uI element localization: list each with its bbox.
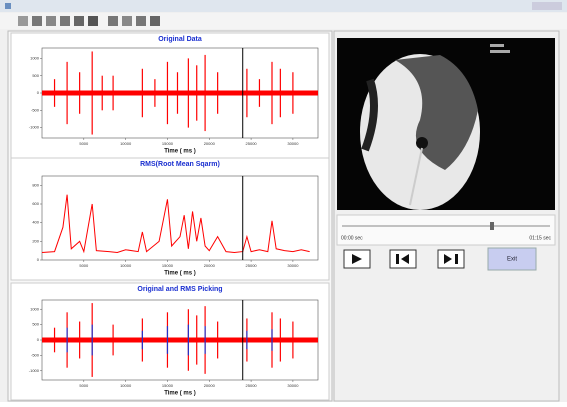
tool-button[interactable] <box>46 16 56 26</box>
page: {"charts": [ {"type": "spike", "title": … <box>0 0 567 402</box>
player-controls: 00:00 sec 01:15 sec Exit <box>337 215 555 270</box>
y-tick-label: 400 <box>32 220 39 225</box>
tool-button[interactable] <box>74 16 84 26</box>
x-axis-label: Time ( ms ) <box>164 271 196 277</box>
video-frame <box>337 38 555 210</box>
chart: Original and RMS Picking-1000-5000500100… <box>11 283 329 400</box>
toolbar-background <box>0 13 567 29</box>
app-icon <box>5 3 11 9</box>
x-tick-label: 10000 <box>120 263 132 268</box>
y-tick-label: 800 <box>32 182 39 187</box>
app-window: Original Data-1000-500050010005000100001… <box>0 0 567 402</box>
x-tick-label: 15000 <box>162 263 174 268</box>
y-tick-label: -1000 <box>29 125 40 130</box>
y-tick-label: 1000 <box>30 306 40 311</box>
tool-button[interactable] <box>122 16 132 26</box>
x-axis-label: Time ( ms ) <box>164 391 196 397</box>
y-tick-label: -500 <box>31 107 40 112</box>
x-tick-label: 5000 <box>79 383 89 388</box>
seek-thumb[interactable] <box>490 222 494 230</box>
x-tick-label: 25000 <box>246 141 258 146</box>
window-controls[interactable] <box>532 2 562 10</box>
plot-area <box>42 176 318 260</box>
toolbar <box>0 13 567 29</box>
x-tick-label: 30000 <box>287 383 299 388</box>
tool-button[interactable] <box>88 16 98 26</box>
start-time: 00:00 sec <box>341 235 363 241</box>
y-tick-label: 1000 <box>30 55 40 60</box>
end-time: 01:15 sec <box>529 235 551 241</box>
tool-button[interactable] <box>150 16 160 26</box>
x-tick-label: 20000 <box>204 383 216 388</box>
x-tick-label: 25000 <box>246 263 258 268</box>
x-tick-label: 25000 <box>246 383 258 388</box>
seek-area <box>337 215 555 245</box>
y-tick-label: 600 <box>32 201 39 206</box>
overlay-text <box>490 50 510 53</box>
chart-title: RMS(Root Mean Sqarm) <box>140 161 220 168</box>
xray-marker <box>416 137 428 149</box>
tool-button[interactable] <box>60 16 70 26</box>
x-tick-label: 10000 <box>120 383 132 388</box>
y-tick-label: 500 <box>32 73 39 78</box>
y-tick-label: 500 <box>32 322 39 327</box>
overlay-text <box>490 44 504 47</box>
exit-label: Exit <box>507 257 517 263</box>
x-tick-label: 5000 <box>79 263 89 268</box>
y-tick-label: 200 <box>32 238 39 243</box>
tool-button[interactable] <box>18 16 28 26</box>
x-tick-label: 10000 <box>120 141 132 146</box>
title-bar <box>0 0 567 12</box>
x-axis-label: Time ( ms ) <box>164 149 196 155</box>
y-tick-label: -500 <box>31 352 40 357</box>
chart-title: Original and RMS Picking <box>137 286 222 293</box>
x-tick-label: 30000 <box>287 263 299 268</box>
x-tick-label: 20000 <box>204 141 216 146</box>
chart-title: Original Data <box>158 36 202 43</box>
x-tick-label: 15000 <box>162 141 174 146</box>
y-tick-label: -1000 <box>29 368 40 373</box>
x-tick-label: 5000 <box>79 141 89 146</box>
x-tick-label: 15000 <box>162 383 174 388</box>
x-tick-label: 20000 <box>204 263 216 268</box>
x-tick-label: 30000 <box>287 141 299 146</box>
tool-button[interactable] <box>136 16 146 26</box>
tool-button[interactable] <box>108 16 118 26</box>
tool-button[interactable] <box>32 16 42 26</box>
